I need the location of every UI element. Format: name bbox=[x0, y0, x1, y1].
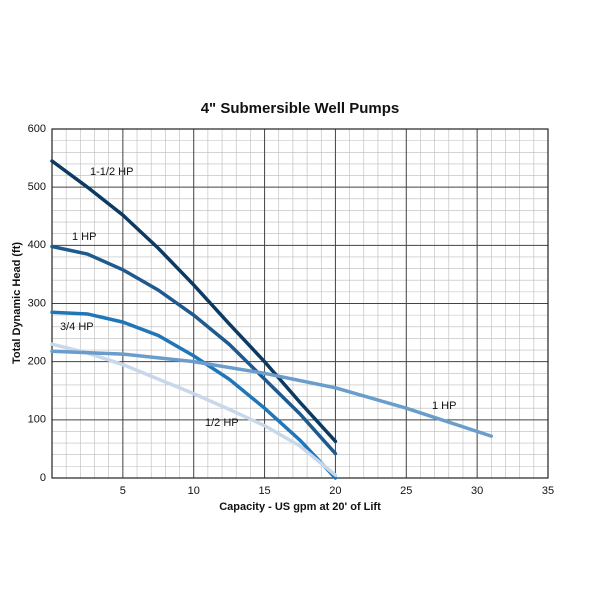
series-label: 1 HP bbox=[72, 231, 96, 243]
series-label: 1 HP bbox=[432, 400, 456, 412]
x-tick-label: 30 bbox=[471, 485, 483, 497]
series-label: 3/4 HP bbox=[60, 321, 94, 333]
y-axis-title: Total Dynamic Head (ft) bbox=[11, 242, 23, 364]
series-label: 1/2 HP bbox=[205, 417, 239, 429]
x-tick-label: 35 bbox=[542, 485, 554, 497]
y-tick-label: 200 bbox=[28, 356, 46, 368]
y-tick-label: 0 bbox=[40, 472, 46, 484]
x-tick-label: 15 bbox=[258, 485, 270, 497]
y-tick-label: 600 bbox=[28, 123, 46, 135]
y-tick-label: 400 bbox=[28, 239, 46, 251]
series-line bbox=[50, 349, 494, 438]
x-tick-label: 10 bbox=[188, 485, 200, 497]
plot-frame bbox=[51, 128, 549, 479]
chart-title: 4" Submersible Well Pumps bbox=[201, 100, 400, 117]
y-tick-label: 500 bbox=[28, 181, 46, 193]
y-tick-label: 100 bbox=[28, 414, 46, 426]
x-tick-label: 5 bbox=[120, 485, 126, 497]
series-line bbox=[50, 159, 338, 444]
x-tick-label: 20 bbox=[329, 485, 341, 497]
x-axis-title: Capacity - US gpm at 20' of Lift bbox=[219, 501, 381, 513]
x-tick-label: 25 bbox=[400, 485, 412, 497]
series-line bbox=[50, 310, 338, 480]
series-line bbox=[50, 342, 338, 477]
series-label: 1-1/2 HP bbox=[90, 166, 133, 178]
y-tick-label: 300 bbox=[28, 297, 46, 309]
series-line bbox=[50, 244, 338, 456]
